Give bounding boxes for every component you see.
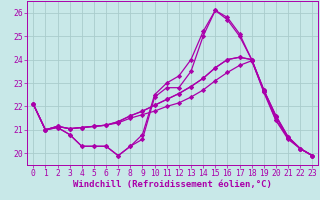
X-axis label: Windchill (Refroidissement éolien,°C): Windchill (Refroidissement éolien,°C) xyxy=(73,180,272,189)
